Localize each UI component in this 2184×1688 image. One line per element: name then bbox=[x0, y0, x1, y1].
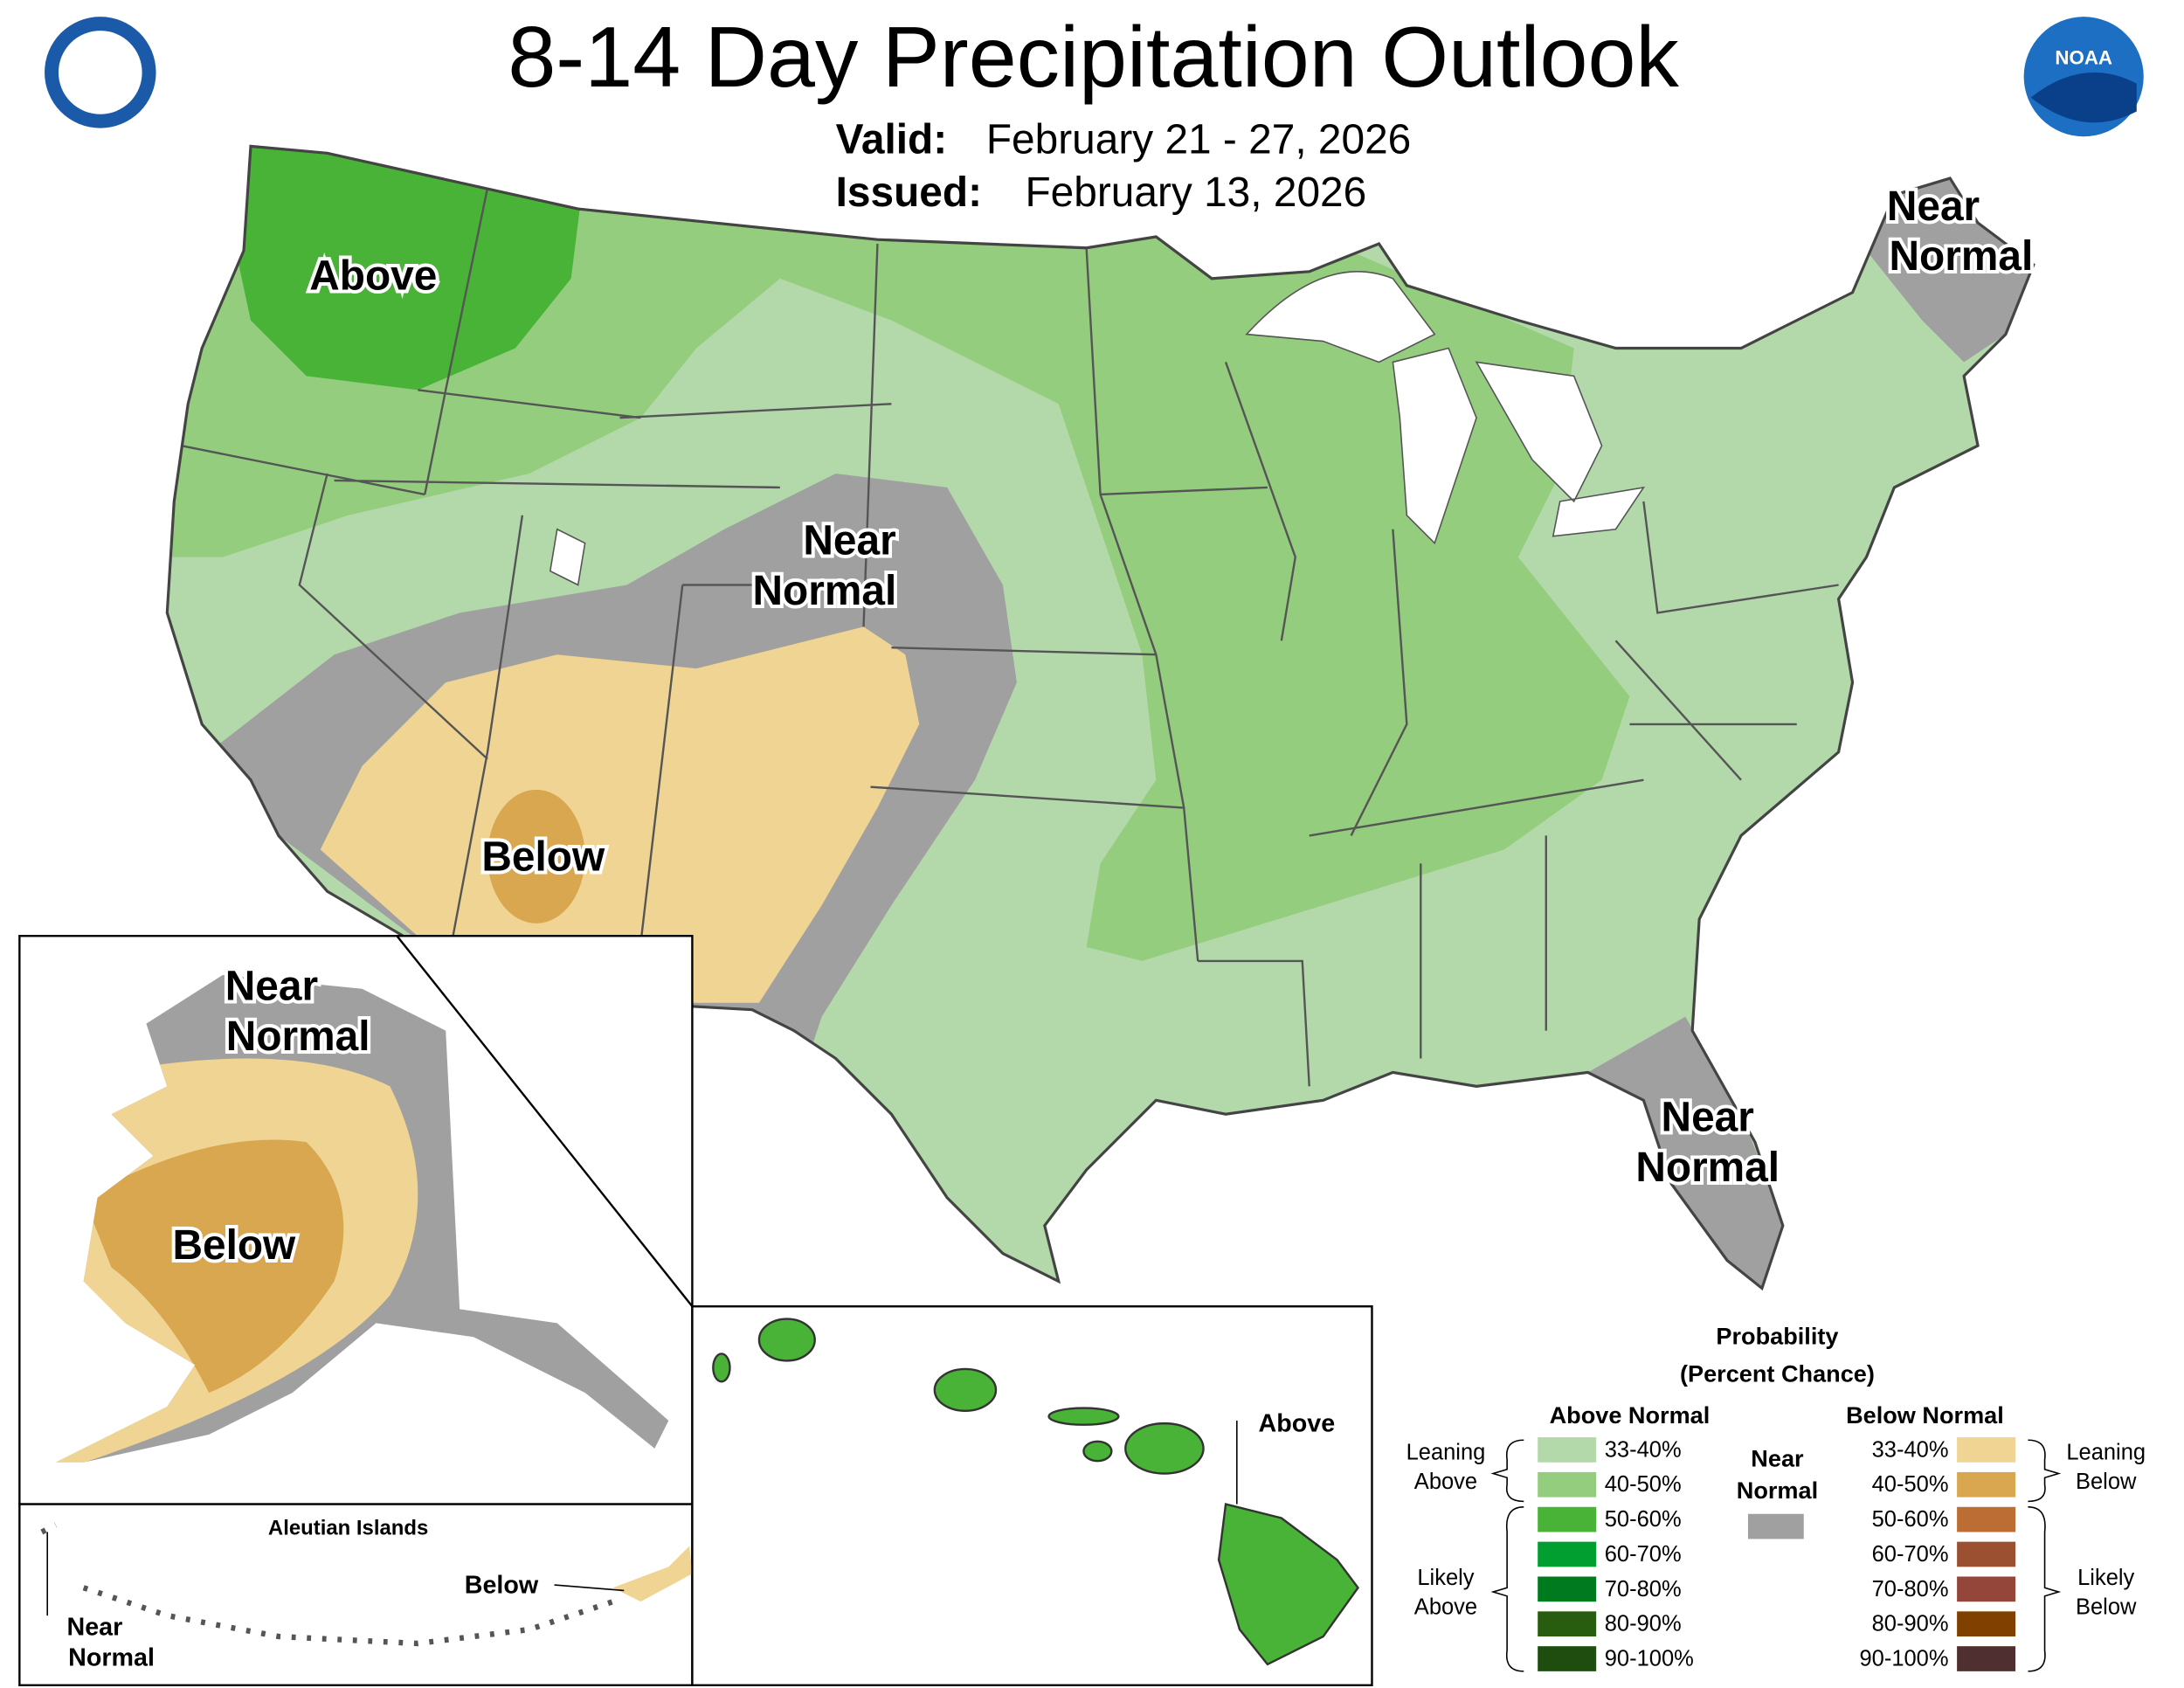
valid-label: Valid: bbox=[836, 116, 948, 163]
legend-swatch bbox=[1538, 1471, 1597, 1498]
legend-swatch bbox=[1957, 1576, 2016, 1602]
hawaii-label: Above bbox=[1259, 1410, 1336, 1438]
legend-swatch bbox=[1538, 1611, 1597, 1637]
legend-braces bbox=[1490, 1439, 2062, 1672]
conus-label: Near bbox=[1662, 1094, 1754, 1140]
aleutian-islands bbox=[40, 1522, 614, 1647]
legend-swatch bbox=[1538, 1541, 1597, 1567]
legend-range: 50-60% bbox=[1872, 1507, 1949, 1532]
legend-heading: Below Normal bbox=[1846, 1401, 2004, 1429]
big-island bbox=[1217, 1503, 1360, 1666]
aleutian-label: Near bbox=[67, 1613, 123, 1641]
noaa-wave bbox=[2030, 72, 2137, 123]
legend-swatch bbox=[1957, 1611, 2016, 1637]
logos: NOAA bbox=[45, 17, 2144, 137]
legend-swatch bbox=[1957, 1471, 2016, 1498]
aleutian-below bbox=[612, 1546, 693, 1602]
legend-range: 70-80% bbox=[1605, 1577, 1682, 1602]
legend-group: Likely bbox=[2077, 1566, 2134, 1590]
legend-range: 90-100% bbox=[1859, 1646, 1948, 1671]
inset-connector bbox=[396, 935, 694, 1307]
legend-range: 80-90% bbox=[1605, 1612, 1682, 1636]
aleutians-title: Aleutian Islands bbox=[268, 1517, 428, 1540]
zone-above-50 bbox=[230, 146, 585, 391]
legend-group: Leaning bbox=[1406, 1441, 1486, 1465]
conus-label: Normal bbox=[1890, 233, 2034, 280]
state-borders bbox=[181, 187, 1839, 1087]
maui bbox=[1124, 1422, 1205, 1475]
legend-range: 60-70% bbox=[1872, 1542, 1949, 1567]
zone-near-ne bbox=[1866, 167, 2034, 363]
conus bbox=[167, 146, 2034, 1289]
aleutian-label: Below bbox=[465, 1572, 539, 1600]
aleutian-label: Normal bbox=[68, 1643, 155, 1671]
legend-range: 80-90% bbox=[1872, 1612, 1949, 1636]
kauai bbox=[757, 1318, 816, 1362]
zone-near-fl bbox=[1587, 1016, 1797, 1289]
legend-swatch bbox=[1957, 1506, 2016, 1532]
alaska-label: Normal bbox=[226, 1013, 370, 1060]
issued-label: Issued: bbox=[836, 169, 982, 216]
legend-range: 33-40% bbox=[1872, 1437, 1949, 1462]
zone-below-40 bbox=[487, 789, 585, 924]
legend-swatch bbox=[1538, 1506, 1597, 1532]
lanai bbox=[1082, 1440, 1113, 1463]
legend-swatch bbox=[1957, 1646, 2016, 1671]
legend-range: 70-80% bbox=[1872, 1577, 1949, 1602]
legend-near-swatch bbox=[1747, 1513, 1804, 1539]
hawaii bbox=[712, 1318, 1360, 1666]
legend-group: Below bbox=[2076, 1470, 2137, 1494]
valid-date: February 21 - 27, 2026 bbox=[986, 116, 1411, 163]
legend-near: Near bbox=[1751, 1445, 1804, 1472]
legend-group: Above bbox=[1414, 1595, 1477, 1620]
alaska-label: Below bbox=[172, 1222, 296, 1269]
legend-near: Normal bbox=[1737, 1477, 1818, 1504]
conus-label: Below bbox=[481, 834, 605, 880]
legend-swatch bbox=[1538, 1646, 1597, 1671]
legend-range: 33-40% bbox=[1605, 1437, 1682, 1462]
zone-below-33 bbox=[320, 626, 920, 1003]
conus-label: Near bbox=[1887, 183, 1980, 230]
oahu bbox=[933, 1367, 998, 1412]
legend-range: 60-70% bbox=[1605, 1542, 1682, 1567]
legend-swatch bbox=[1538, 1576, 1597, 1602]
legend-range: 40-50% bbox=[1872, 1472, 1949, 1497]
legend-heading: Above Normal bbox=[1550, 1401, 1711, 1429]
leader bbox=[554, 1584, 625, 1592]
legend-swatch bbox=[1957, 1437, 2016, 1463]
aleutians-inset bbox=[18, 1503, 694, 1687]
legend-range: 50-60% bbox=[1605, 1507, 1682, 1532]
niihau bbox=[712, 1352, 731, 1383]
noaa-text: NOAA bbox=[2055, 46, 2112, 68]
legend-group: Leaning bbox=[2066, 1441, 2146, 1465]
legend-swatch bbox=[1538, 1437, 1597, 1463]
legend: Probability (Percent Chance) Above Norma… bbox=[1406, 1322, 2146, 1672]
issued-date: February 13, 2026 bbox=[1025, 169, 1366, 216]
lakes bbox=[549, 271, 1646, 586]
title: 8-14 Day Precipitation Outlook bbox=[508, 9, 1679, 105]
conus-label: Above bbox=[309, 253, 437, 300]
commerce-seal-center bbox=[58, 31, 142, 114]
legend-range: 40-50% bbox=[1605, 1472, 1682, 1497]
legend-title: Probability bbox=[1716, 1322, 1838, 1349]
ak-below-40 bbox=[83, 1139, 344, 1394]
legend-range: 90-100% bbox=[1605, 1646, 1694, 1671]
alaska-label: Near bbox=[225, 964, 318, 1010]
legend-title: (Percent Chance) bbox=[1680, 1359, 1875, 1387]
legend-swatch bbox=[1957, 1541, 2016, 1567]
legend-group: Above bbox=[1414, 1470, 1477, 1494]
molokai bbox=[1047, 1407, 1120, 1426]
conus-label: Normal bbox=[1635, 1145, 1780, 1191]
legend-group: Likely bbox=[1417, 1566, 1474, 1590]
conus-label: Near bbox=[803, 517, 895, 564]
legend-group: Below bbox=[2076, 1595, 2137, 1620]
conus-label: Normal bbox=[753, 568, 897, 614]
